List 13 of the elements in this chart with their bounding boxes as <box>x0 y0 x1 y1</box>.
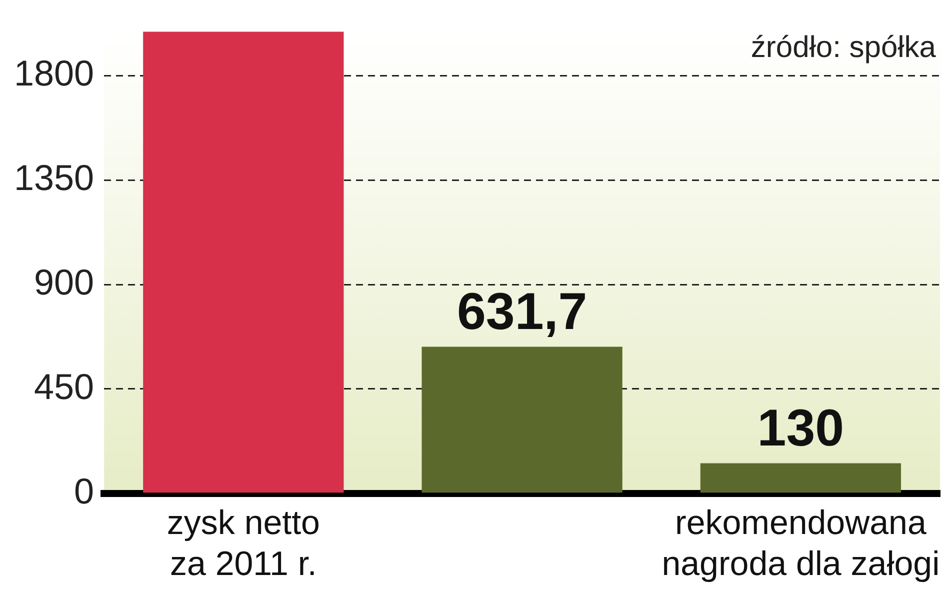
x-tick-label: zysk netto za 2011 r. <box>166 504 320 583</box>
annotation: źródło: spółka <box>750 30 936 64</box>
y-tick-label: 0 <box>74 470 94 512</box>
y-tick-label: 1800 <box>14 52 94 94</box>
bar <box>700 463 901 493</box>
y-tick-label: 450 <box>34 366 94 407</box>
data-label: 130 <box>757 400 844 458</box>
y-tick-label: 900 <box>34 261 94 302</box>
y-tick-label: 1350 <box>14 157 94 198</box>
bar <box>143 32 344 493</box>
data-label: 631,7 <box>456 283 588 342</box>
x-tick-label: rekomendowana nagroda dla załogi <box>662 504 940 583</box>
bar <box>422 346 622 493</box>
